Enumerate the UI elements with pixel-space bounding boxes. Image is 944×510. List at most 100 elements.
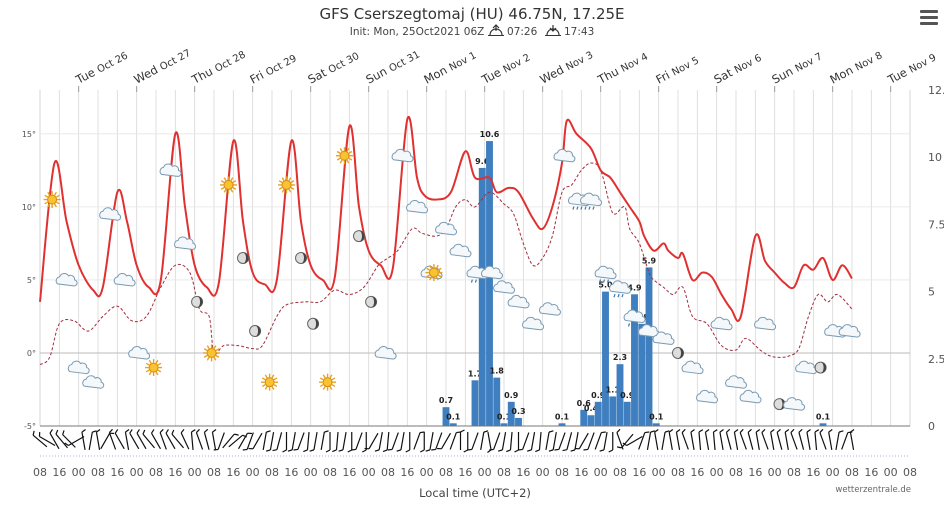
wind-feather <box>698 429 704 433</box>
wind-feather <box>338 449 344 452</box>
wind-shaft <box>171 433 184 449</box>
hour-tick-label: 16 <box>806 466 820 479</box>
wind-feather <box>325 449 331 453</box>
wind-feather <box>129 429 133 434</box>
cloud-shape <box>128 346 151 360</box>
hour-tick-label: 16 <box>226 466 240 479</box>
wind-barb <box>739 428 747 450</box>
wind-barb <box>213 432 225 451</box>
wind-barb <box>570 432 579 452</box>
wind-barb <box>849 428 855 450</box>
wind-shaft <box>849 432 855 450</box>
sun-ray <box>281 177 285 181</box>
wind-shaft <box>798 432 805 450</box>
rain-drop <box>478 279 481 283</box>
day-label: Thu Oct 28 <box>189 47 248 87</box>
wind-barb <box>49 429 60 450</box>
sun-ray <box>220 180 225 184</box>
cloud-icon <box>449 243 472 258</box>
precipitation-bar <box>587 415 595 426</box>
sun-ray <box>215 354 220 358</box>
wind-feather <box>719 428 724 433</box>
precipitation-bars: 0.70.11.79.610.61.80.10.90.30.10.60.40.9… <box>439 130 831 426</box>
cloud-shape <box>594 265 617 280</box>
wind-feather <box>436 447 442 450</box>
wind-barb <box>338 432 347 452</box>
sun-ray <box>273 384 278 388</box>
sun-ray <box>290 186 295 190</box>
hour-tick-label: 08 <box>33 466 47 479</box>
wind-feather <box>165 429 169 434</box>
wind-shaft <box>814 431 818 451</box>
cloud-shape <box>435 221 458 236</box>
sun-ray <box>339 148 343 152</box>
wind-feather <box>396 449 402 452</box>
wind-shaft <box>413 432 421 450</box>
hour-tick-label: 16 <box>458 466 472 479</box>
wind-feather <box>247 432 253 435</box>
hamburger-menu-icon[interactable] <box>920 10 938 26</box>
precipitation-bar <box>515 417 522 426</box>
wind-barb <box>374 432 383 452</box>
hour-tick-label: 16 <box>52 466 66 479</box>
wind-barb <box>548 432 557 452</box>
hour-tick-label: 08 <box>787 466 801 479</box>
wind-barb <box>733 428 739 450</box>
hour-tick-label: 08 <box>265 466 279 479</box>
wind-barb <box>761 428 769 450</box>
wind-barb <box>562 432 573 452</box>
wind-shaft <box>320 432 325 450</box>
sun-ray <box>290 180 295 184</box>
precipitation-bar <box>507 401 515 426</box>
wind-feather <box>234 433 239 436</box>
wind-barb <box>265 432 275 452</box>
wind-shaft <box>262 432 267 450</box>
wind-barb <box>514 432 520 453</box>
wind-feather <box>272 449 278 452</box>
sun-ray <box>435 264 439 269</box>
sun-ray <box>206 345 210 349</box>
credit-label: wetterzentrale.de <box>835 485 911 495</box>
hour-tick-label: 16 <box>748 466 762 479</box>
moon-icon <box>672 346 684 359</box>
wind-feather <box>159 428 164 433</box>
sun-ray <box>261 377 266 381</box>
wind-barb <box>309 432 318 452</box>
wind-feather <box>497 449 503 452</box>
wind-feather <box>419 449 425 453</box>
wind-shaft <box>661 432 666 450</box>
rain-drop <box>470 279 473 283</box>
sun-ray <box>319 384 324 388</box>
wind-feather <box>790 428 795 433</box>
sun-ray <box>157 362 162 366</box>
wind-barb <box>747 428 754 450</box>
sun-ray <box>426 274 430 278</box>
day-label: Wed Oct 27 <box>132 45 193 86</box>
wind-shaft <box>306 431 310 451</box>
sun-ray <box>429 264 433 269</box>
wind-shaft <box>733 432 739 450</box>
wind-feather <box>361 449 367 453</box>
wind-shaft <box>770 432 775 450</box>
wind-shaft <box>136 432 147 450</box>
wind-feather <box>705 428 710 433</box>
wind-barb <box>32 430 48 448</box>
precipitation-label: 0.7 <box>439 396 453 405</box>
sun-ray <box>322 374 326 379</box>
sunrise-icon <box>487 24 504 36</box>
wind-feather <box>136 429 140 434</box>
rain-drop <box>572 206 575 210</box>
sun-ray <box>157 369 162 373</box>
sun-ray <box>53 203 57 208</box>
wind-feather <box>776 428 781 433</box>
wind-shaft <box>784 432 789 450</box>
rain-drop <box>606 279 610 283</box>
wind-feather <box>526 449 532 452</box>
precipitation-label: 0.9 <box>620 391 635 400</box>
hour-tick-label: 00 <box>188 466 202 479</box>
wind-shaft <box>594 432 602 450</box>
wind-barb <box>690 428 695 450</box>
sun-ray <box>203 348 208 352</box>
wind-feather <box>467 448 472 451</box>
wind-shaft <box>386 431 390 451</box>
